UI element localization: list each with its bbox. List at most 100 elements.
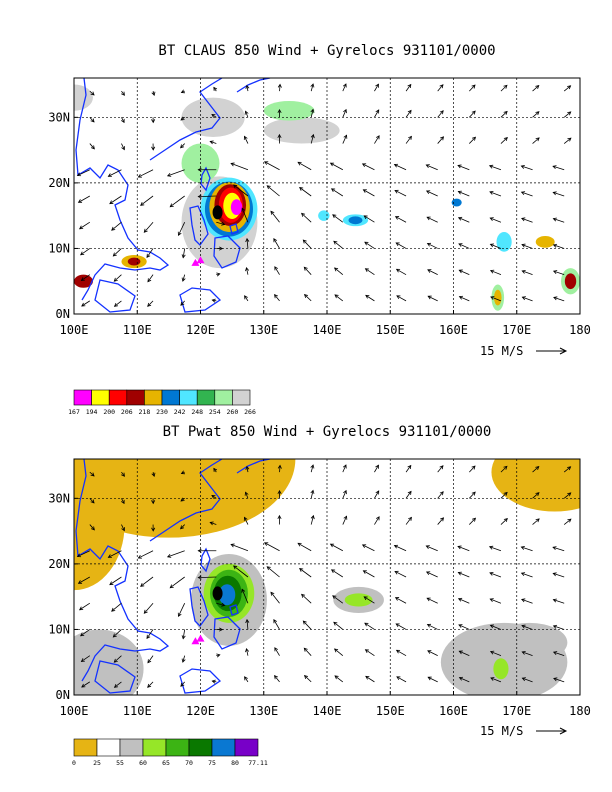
wind-arrow-head xyxy=(211,114,216,118)
wind-arrow-head xyxy=(78,606,84,611)
claus-wind-arrow-103 xyxy=(425,190,438,197)
wind-arrow-head xyxy=(329,162,335,167)
claus-wind-arrow-50 xyxy=(230,162,249,171)
wind-arrow-shaft xyxy=(500,137,508,144)
pwat-wind-arrow-88 xyxy=(374,490,380,499)
pwat-wind-arrow-129 xyxy=(521,598,533,604)
wind-arrow-head xyxy=(395,242,400,247)
claus-field-blob-20 xyxy=(496,232,512,252)
wind-arrow-shaft xyxy=(246,238,249,249)
claus-colorbar-swatch-6 xyxy=(179,389,198,406)
pwat-wind-arrow-36 xyxy=(211,679,217,684)
wind-arrow-head xyxy=(270,591,275,596)
claus-wind-arrow-113 xyxy=(457,164,470,171)
claus-xtick-label-5: 150E xyxy=(376,323,405,337)
wind-arrow-head xyxy=(230,162,235,167)
wind-arrow-head xyxy=(396,295,401,299)
wind-arrow-shaft xyxy=(182,248,186,258)
pwat-wind-arrow-40 xyxy=(197,575,217,580)
pwat-wind-arrow-9 xyxy=(113,681,122,688)
wind-arrow-head xyxy=(180,89,186,94)
wind-arrow-head xyxy=(458,269,463,274)
wind-arrow-shaft xyxy=(469,136,476,144)
claus-wind-arrow-135 xyxy=(553,296,565,302)
claus-field-blob-25 xyxy=(564,273,577,290)
wind-arrow-shaft xyxy=(553,573,565,578)
wind-arrow-shaft xyxy=(81,300,91,307)
claus-colorbar-swatch-4 xyxy=(144,389,163,406)
claus-wind-arrow-89 xyxy=(374,83,379,92)
wind-arrow-shaft xyxy=(81,274,91,281)
pwat-wind-arrow-54 xyxy=(274,675,280,683)
claus-wind-arrow-133 xyxy=(532,111,540,118)
wind-arrow-head xyxy=(244,676,248,681)
wind-arrow-head xyxy=(396,676,401,680)
wind-arrow-shaft xyxy=(427,295,438,302)
wind-arrow-shaft xyxy=(342,516,347,525)
pwat-wind-arrow-34 xyxy=(180,497,185,502)
pwat-wind-arrow-102 xyxy=(426,597,438,604)
wind-arrow-head xyxy=(552,624,558,629)
wind-arrow-shaft xyxy=(427,676,438,683)
pwat-wind-arrow-72 xyxy=(334,675,344,683)
wind-arrow-shaft xyxy=(111,602,122,612)
wind-arrow-head xyxy=(151,119,156,124)
wind-arrow-head xyxy=(535,111,540,116)
wind-arrow-shaft xyxy=(521,625,533,630)
pwat-wind-arrow-35 xyxy=(180,470,186,475)
pwat-wind-arrow-67 xyxy=(299,568,312,578)
pwat-colorbar-swatch-4 xyxy=(165,738,190,757)
wind-arrow-shaft xyxy=(469,491,476,499)
wind-arrow-shaft xyxy=(521,191,533,197)
wind-arrow-head xyxy=(334,675,339,680)
claus-wind-arrow-42 xyxy=(209,140,217,145)
claus-x-axis: 100E 110E 120E 130E 140E 150E 160E 170E 180 xyxy=(60,310,591,337)
pwat-wind-arrow-87 xyxy=(374,516,380,525)
wind-arrow-shaft xyxy=(459,677,470,683)
claus-field-blob-5 xyxy=(263,100,315,121)
pwat-xtick-label-5: 150E xyxy=(376,704,405,718)
wind-arrow-head xyxy=(521,269,526,274)
wind-arrow-shaft xyxy=(427,243,438,249)
claus-xtick-label-0: 100E xyxy=(60,323,89,337)
wind-arrow-shaft xyxy=(490,624,502,630)
claus-wind-arrow-62 xyxy=(277,83,282,92)
wind-arrow-head xyxy=(302,620,307,625)
wind-arrow-head xyxy=(90,526,95,531)
wind-arrow-head xyxy=(361,163,367,167)
claus-wind-arrow-67 xyxy=(299,187,312,197)
wind-arrow-head xyxy=(303,675,309,680)
wind-arrow-shaft xyxy=(374,135,380,144)
wind-arrow-head xyxy=(90,499,95,504)
claus-wind-arrow-92 xyxy=(395,242,407,249)
claus-colorbar-label-10: 266 xyxy=(244,408,256,416)
wind-arrow-head xyxy=(81,683,86,688)
claus-xtick-label-2: 120E xyxy=(186,323,215,337)
wind-arrow-head xyxy=(80,658,85,662)
wind-arrow-shaft xyxy=(180,681,185,687)
pwat-colorbar-swatch-6 xyxy=(211,738,236,757)
wind-arrow-shaft xyxy=(108,550,122,558)
wind-arrow-head xyxy=(137,554,142,559)
pwat-wind-arrow-0 xyxy=(81,681,91,688)
claus-wind-arrow-10 xyxy=(113,274,122,282)
claus-xtick-label-8: 180 xyxy=(569,323,591,337)
claus-xtick-label-6: 160E xyxy=(439,323,468,337)
pwat-ytick-label-1: 10N xyxy=(48,622,70,636)
pwat-wind-arrow-37 xyxy=(216,653,221,658)
claus-field-blob-17 xyxy=(348,216,363,225)
wind-arrow-head xyxy=(151,91,156,96)
pwat-wind-arrow-21 xyxy=(143,602,154,614)
wind-arrow-shaft xyxy=(490,598,502,604)
wind-arrow-head xyxy=(80,632,85,637)
wind-arrow-shaft xyxy=(365,268,375,275)
wind-arrow-shaft xyxy=(427,269,438,276)
pwat-wind-arrow-53 xyxy=(245,465,250,473)
wind-arrow-shaft xyxy=(342,464,347,473)
pwat-wind-arrow-95 xyxy=(393,544,407,552)
wind-arrow-shaft xyxy=(140,576,154,587)
claus-wind-arrow-123 xyxy=(500,137,508,144)
wind-arrow-shaft xyxy=(522,270,533,276)
wind-arrow-shaft xyxy=(522,677,533,683)
wind-arrow-head xyxy=(121,91,125,96)
